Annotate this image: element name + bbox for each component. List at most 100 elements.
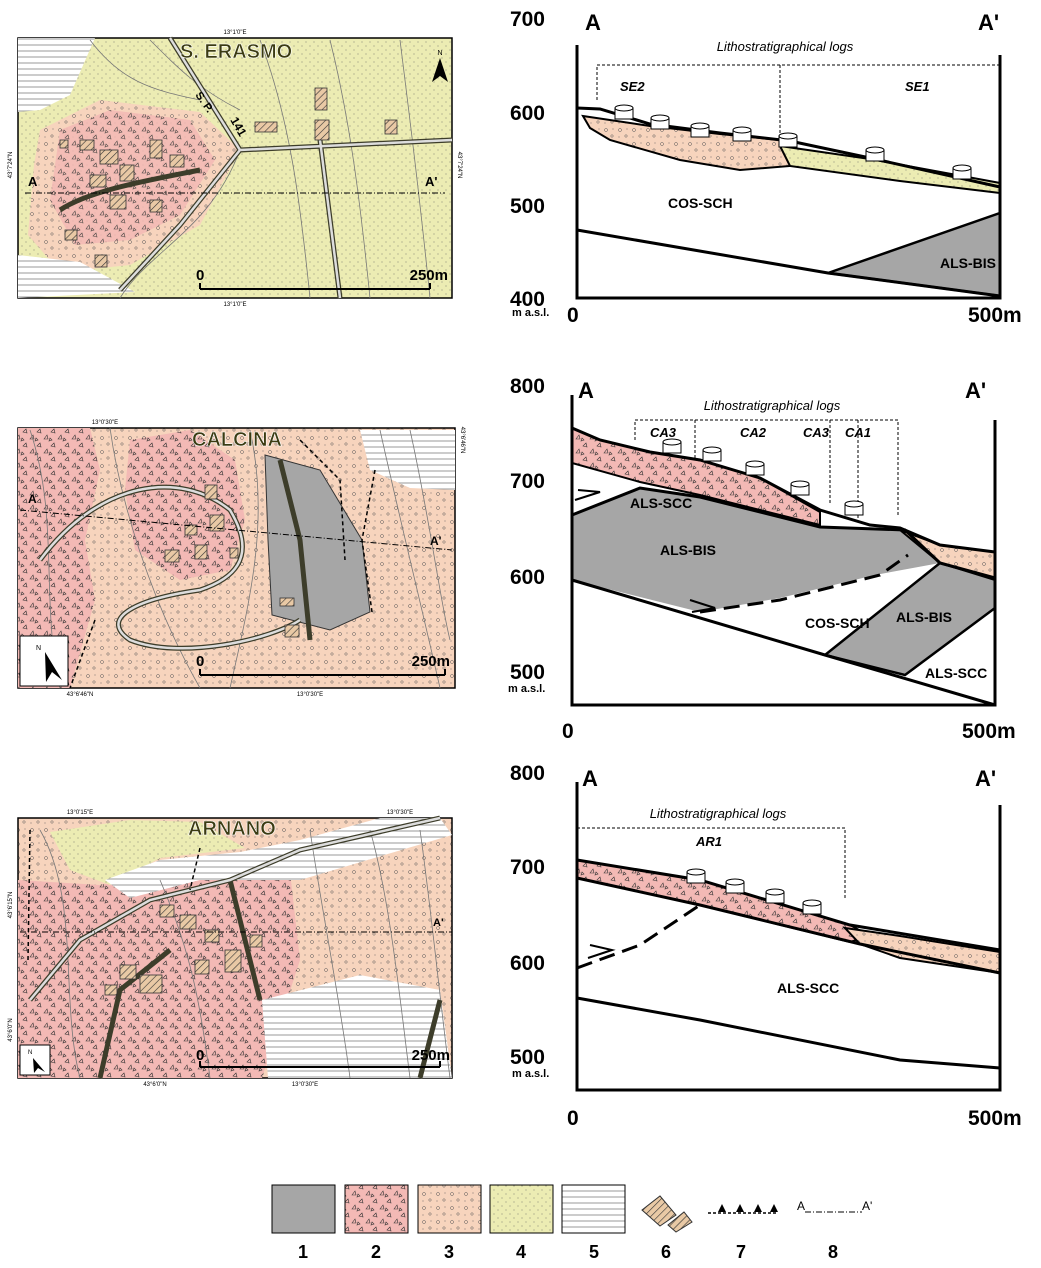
coord-label: 13°0'15"E	[67, 810, 93, 816]
map-arnano-shape	[18, 862, 300, 1078]
scale-label: 0	[196, 267, 204, 284]
coord-label: 43°6'46"N	[459, 427, 465, 454]
section-s-erasmo-shape	[733, 127, 751, 141]
map-s-erasmo-shape-shape	[170, 155, 184, 167]
section-s-erasmo-shape	[615, 105, 633, 119]
x-label: 0	[562, 720, 574, 743]
map-calcina-shape-shape	[165, 550, 179, 562]
log-id: SE1	[905, 79, 930, 94]
legend-shape	[345, 1185, 408, 1233]
y-tick-label: 500	[510, 1046, 545, 1069]
section-arnano-shape	[726, 879, 744, 893]
scale-label: 250m	[412, 653, 450, 670]
coord-label: 43°6'15"N	[8, 892, 14, 919]
map-s-erasmo-shape-shape	[315, 88, 327, 110]
map-s-erasmo-shape-shape	[65, 230, 77, 240]
y-tick-label: 500	[510, 661, 545, 684]
section-end: A	[578, 378, 594, 403]
map-s-erasmo-shape-shape	[150, 140, 162, 158]
coord-label: 13°0'30"E	[387, 810, 413, 816]
x-label: 500m	[968, 304, 1022, 327]
section-arnano-shape	[687, 869, 705, 883]
map-title: S. ERASMO	[180, 41, 292, 63]
map-calcina-shape-shape	[230, 548, 238, 558]
section-s-erasmo-shape	[779, 133, 797, 147]
map-s-erasmo-shape-shape	[95, 255, 107, 267]
y-tick-label: 800	[510, 375, 545, 398]
section-arnano-shape	[577, 860, 870, 942]
section-s-erasmo-shape	[953, 165, 971, 179]
section-s-erasmo-shape	[583, 116, 790, 170]
unit-label: COS-SCH	[805, 615, 870, 631]
unit-label: COS-SCH	[668, 195, 733, 211]
map-arnano-shape-shape	[140, 975, 162, 993]
y-tick-label: 700	[510, 8, 545, 31]
section-end: A	[582, 766, 598, 791]
y-tick-label: 600	[510, 566, 545, 589]
map-s-erasmo-shape-shape	[255, 122, 277, 132]
trace-label: A'	[425, 174, 437, 189]
map-arnano-shape-shape	[180, 915, 196, 929]
section-end: A'	[965, 378, 986, 403]
map-arnano	[18, 818, 452, 1078]
scale-label: 250m	[412, 1047, 450, 1064]
section-calcina-shape	[746, 461, 764, 475]
coord-label: 43°7'24"N	[8, 152, 14, 179]
map-s-erasmo-shape-shape	[385, 120, 397, 134]
map-s-erasmo-shape-shape	[100, 150, 118, 164]
map-s-erasmo-shape-shape	[60, 140, 68, 148]
scale-label: 0	[196, 1047, 204, 1064]
map-s-erasmo-shape-shape	[90, 175, 106, 187]
map-s-erasmo-shape-shape	[110, 195, 126, 209]
legend-shape	[418, 1185, 481, 1233]
y-tick-label: 600	[510, 952, 545, 975]
y-tick-label: 800	[510, 762, 545, 785]
coord-label: 13°1'0"E	[223, 30, 246, 36]
x-label: 500m	[962, 720, 1016, 743]
map-arnano-shape-shape	[160, 905, 174, 917]
north-label: N	[36, 645, 41, 652]
coord-label: 13°0'30"E	[297, 692, 323, 698]
section-arnano-shape	[803, 900, 821, 914]
logs-title: Lithostratigraphical logs	[717, 39, 854, 54]
legend-label: 8	[828, 1242, 838, 1262]
y-tick-label: 600	[510, 102, 545, 125]
section-arnano-shape	[845, 928, 1000, 973]
coord-label: 13°0'30"E	[92, 420, 118, 426]
legend-shape	[718, 1204, 778, 1212]
section-arnano-shape	[577, 998, 1000, 1068]
section-s-erasmo-shape	[651, 115, 669, 129]
section-calcina-shape	[663, 439, 681, 453]
legend-label: 4	[516, 1242, 526, 1262]
map-s-erasmo-shape-shape	[80, 140, 94, 150]
map-calcina-shape-shape	[285, 625, 299, 637]
trace-label: A	[28, 492, 37, 506]
section-arnano-shape	[577, 905, 700, 968]
map-calcina-shape-shape	[205, 485, 217, 499]
map-s-erasmo-shape-shape	[315, 120, 329, 140]
map-title: CALCINA	[192, 429, 282, 451]
map-arnano-shape-shape	[225, 950, 241, 972]
trace-label: A'	[430, 534, 442, 548]
section-s-erasmo-shape	[866, 147, 884, 161]
legend-label: 3	[444, 1242, 454, 1262]
coord-label: 43°6'46"N	[67, 692, 94, 698]
y-tick-label: 700	[510, 856, 545, 879]
legend-label: 6	[661, 1242, 671, 1262]
map-arnano-shape-shape	[195, 960, 209, 974]
map-arnano-shape-shape	[105, 985, 117, 995]
log-id: CA2	[740, 425, 767, 440]
section-arnano-shape	[577, 878, 1000, 973]
unit-label: m a.s.l.	[508, 683, 545, 695]
legend-label: 5	[589, 1242, 599, 1262]
map-arnano-shape-shape	[120, 965, 136, 979]
section-end: A	[585, 10, 601, 35]
section-s-erasmo-shape	[691, 123, 709, 137]
log-id: CA3	[650, 425, 677, 440]
legend-label: 7	[736, 1242, 746, 1262]
map-calcina-shape-shape	[280, 598, 294, 606]
log-id: SE2	[620, 79, 645, 94]
map-s-erasmo-shape-shape	[150, 200, 162, 212]
map-calcina-shape-shape	[185, 525, 197, 535]
legend-shape	[490, 1185, 553, 1233]
